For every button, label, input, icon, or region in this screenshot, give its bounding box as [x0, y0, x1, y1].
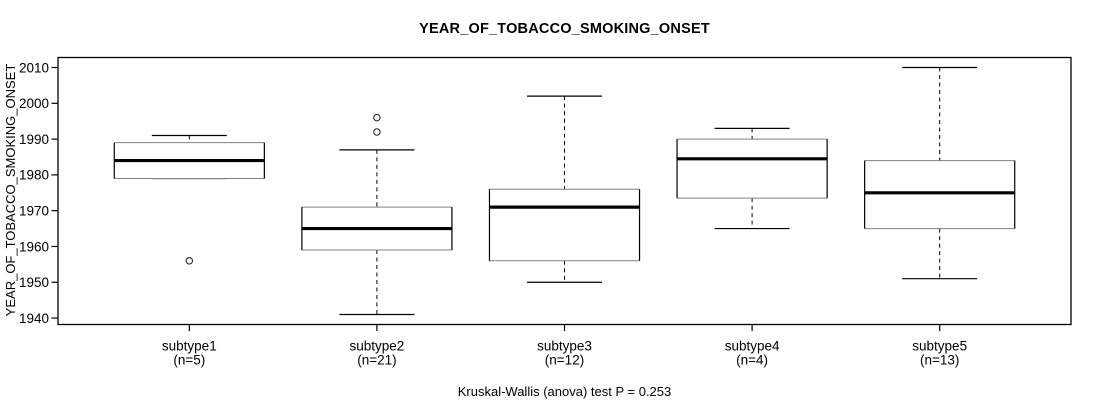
group-n-label: (n=13): [920, 353, 959, 368]
group-label: subtype1: [162, 339, 217, 354]
y-tick-label: 1940: [19, 311, 49, 326]
outlier-point: [373, 113, 381, 122]
box: [677, 139, 828, 199]
chart-title: YEAR_OF_TOBACCO_SMOKING_ONSET: [419, 21, 710, 37]
y-tick-label: 1990: [19, 132, 49, 147]
stat-test-annotation: Kruskal-Wallis (anova) test P = 0.253: [457, 384, 672, 399]
y-tick-label: 1970: [19, 203, 49, 218]
group-label: subtype3: [537, 339, 592, 354]
y-tick-label: 2010: [19, 60, 49, 75]
y-tick-label: 1980: [19, 168, 49, 183]
outlier-point: [185, 257, 194, 265]
group-n-label: (n=5): [173, 353, 205, 368]
y-tick-label: 1950: [19, 275, 49, 290]
box: [489, 189, 640, 261]
y-tick-label: 1960: [19, 239, 49, 254]
outlier-point: [373, 128, 381, 136]
group-n-label: (n=21): [357, 353, 396, 368]
group-label: subtype5: [912, 339, 967, 354]
box: [864, 160, 1015, 229]
group-label: subtype4: [725, 339, 780, 354]
group-n-label: (n=12): [545, 353, 584, 368]
group-label: subtype2: [350, 339, 405, 354]
y-tick-label: 2000: [19, 96, 49, 111]
group-n-label: (n=4): [736, 353, 768, 368]
